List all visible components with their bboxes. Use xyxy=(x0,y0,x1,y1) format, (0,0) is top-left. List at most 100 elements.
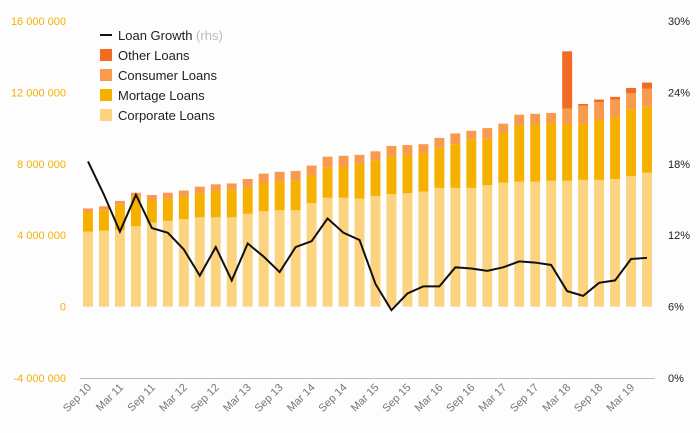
bar-mortage-loans-17 xyxy=(354,163,365,199)
bar-consumer-loans-17 xyxy=(354,154,365,164)
x-tick-label: Mar 14 xyxy=(285,382,318,415)
loan-growth-line xyxy=(87,160,648,312)
x-tick-label: Sep 14 xyxy=(317,382,350,415)
bar-mortage-loans-22 xyxy=(434,147,445,188)
bar-corporate-loans-14 xyxy=(306,203,317,307)
legend-label: Corporate Loans xyxy=(118,108,215,123)
bar-mortage-loans-28 xyxy=(530,124,541,182)
x-tick-label: Sep 12 xyxy=(189,382,222,415)
bar-corporate-loans-22 xyxy=(434,187,445,307)
x-tick-label: Sep 10 xyxy=(61,382,94,415)
bar-mortage-loans-9 xyxy=(226,189,237,218)
bar-mortage-loans-11 xyxy=(258,182,269,212)
bar-corporate-loans-21 xyxy=(418,191,429,307)
x-tick-label: Mar 16 xyxy=(413,382,446,415)
legend-swatch-consumer-loans xyxy=(100,69,112,81)
bar-consumer-loans-2 xyxy=(114,200,125,205)
bar-corporate-loans-28 xyxy=(530,181,541,307)
bar-mortage-loans-33 xyxy=(610,117,621,179)
bar-corporate-loans-2 xyxy=(114,229,125,307)
bar-corporate-loans-19 xyxy=(386,194,397,307)
y-left-tick-label: 4 000 000 xyxy=(17,230,66,242)
legend-label: Consumer Loans xyxy=(118,68,217,83)
x-tick-label: Mar 13 xyxy=(221,382,254,415)
bar-consumer-loans-12 xyxy=(274,171,285,182)
bar-mortage-loans-1 xyxy=(99,210,109,231)
bar-corporate-loans-34 xyxy=(626,176,636,307)
bar-mortage-loans-14 xyxy=(306,175,317,204)
bar-mortage-loans-15 xyxy=(322,167,333,198)
bar-consumer-loans-27 xyxy=(514,114,525,126)
x-tick-label: Mar 19 xyxy=(604,382,637,415)
bar-consumer-loans-0 xyxy=(83,208,93,212)
bar-consumer-loans-11 xyxy=(258,173,269,183)
legend-swatch-other-loans xyxy=(100,49,112,61)
bar-mortage-loans-0 xyxy=(83,212,93,232)
x-tick-label: Mar 12 xyxy=(157,382,190,415)
bar-corporate-loans-7 xyxy=(194,217,205,307)
bar-mortage-loans-7 xyxy=(194,193,205,218)
bar-corporate-loans-1 xyxy=(99,230,109,307)
bar-consumer-loans-29 xyxy=(546,112,557,124)
bar-corporate-loans-26 xyxy=(498,182,509,307)
bar-other-loans-31 xyxy=(578,104,589,106)
bar-mortage-loans-23 xyxy=(450,144,461,188)
legend-label: Other Loans xyxy=(118,48,190,63)
bar-mortage-loans-5 xyxy=(162,198,173,221)
bar-corporate-loans-20 xyxy=(402,193,413,307)
bar-corporate-loans-18 xyxy=(370,195,381,307)
bar-consumer-loans-31 xyxy=(578,105,589,124)
x-tick-label: Mar 11 xyxy=(94,382,126,414)
bar-other-loans-33 xyxy=(610,96,621,100)
bar-corporate-loans-6 xyxy=(178,219,189,307)
legend-note: (rhs) xyxy=(192,28,222,43)
bar-mortage-loans-19 xyxy=(386,156,397,195)
bar-consumer-loans-4 xyxy=(146,195,157,201)
bar-corporate-loans-30 xyxy=(562,180,573,307)
bar-mortage-loans-29 xyxy=(546,123,557,181)
bar-corporate-loans-0 xyxy=(83,231,93,307)
y-left-tick-label: 0 xyxy=(60,302,66,314)
bar-other-loans-34 xyxy=(626,87,636,94)
y-right-tick-label: 30% xyxy=(668,16,690,28)
bar-corporate-loans-23 xyxy=(450,187,461,307)
legend-swatch-mortage-loans xyxy=(100,89,112,101)
bar-mortage-loans-26 xyxy=(498,132,509,183)
bar-consumer-loans-8 xyxy=(210,184,221,191)
bar-mortage-loans-27 xyxy=(514,125,525,182)
bar-mortage-loans-25 xyxy=(482,138,493,186)
bar-mortage-loans-3 xyxy=(130,196,141,227)
bar-corporate-loans-17 xyxy=(354,198,365,307)
bar-mortage-loans-8 xyxy=(210,190,221,218)
y-right-tick-label: 24% xyxy=(668,87,690,99)
y-left-tick-label: 16 000 000 xyxy=(11,16,66,28)
bar-consumer-loans-21 xyxy=(418,144,429,154)
bar-consumer-loans-19 xyxy=(386,145,397,157)
bar-corporate-loans-24 xyxy=(466,187,477,307)
bar-mortage-loans-21 xyxy=(418,153,429,192)
bar-consumer-loans-18 xyxy=(370,151,381,161)
bar-mortage-loans-18 xyxy=(370,160,381,196)
bar-corporate-loans-25 xyxy=(482,185,493,307)
y-right-tick-label: 0% xyxy=(668,373,684,385)
bar-consumer-loans-14 xyxy=(306,165,317,176)
y-right-tick-label: 6% xyxy=(668,302,684,314)
bar-corporate-loans-9 xyxy=(226,217,237,307)
bar-consumer-loans-35 xyxy=(642,88,652,107)
bar-consumer-loans-28 xyxy=(530,113,541,125)
bar-corporate-loans-35 xyxy=(642,172,652,307)
bar-consumer-loans-1 xyxy=(99,206,109,211)
bar-mortage-loans-10 xyxy=(242,187,253,214)
bar-mortage-loans-16 xyxy=(338,166,349,198)
y-left-tick-label: 12 000 000 xyxy=(11,87,66,99)
bar-mortage-loans-6 xyxy=(178,196,189,220)
x-tick-label: Sep 17 xyxy=(508,382,541,415)
y-right-tick-label: 12% xyxy=(668,230,690,242)
y-left-tick-label: 8 000 000 xyxy=(17,159,66,171)
bar-corporate-loans-16 xyxy=(338,197,349,307)
y-right-tick-label: 18% xyxy=(668,159,690,171)
bar-corporate-loans-13 xyxy=(290,210,301,307)
bar-corporate-loans-10 xyxy=(242,213,253,307)
